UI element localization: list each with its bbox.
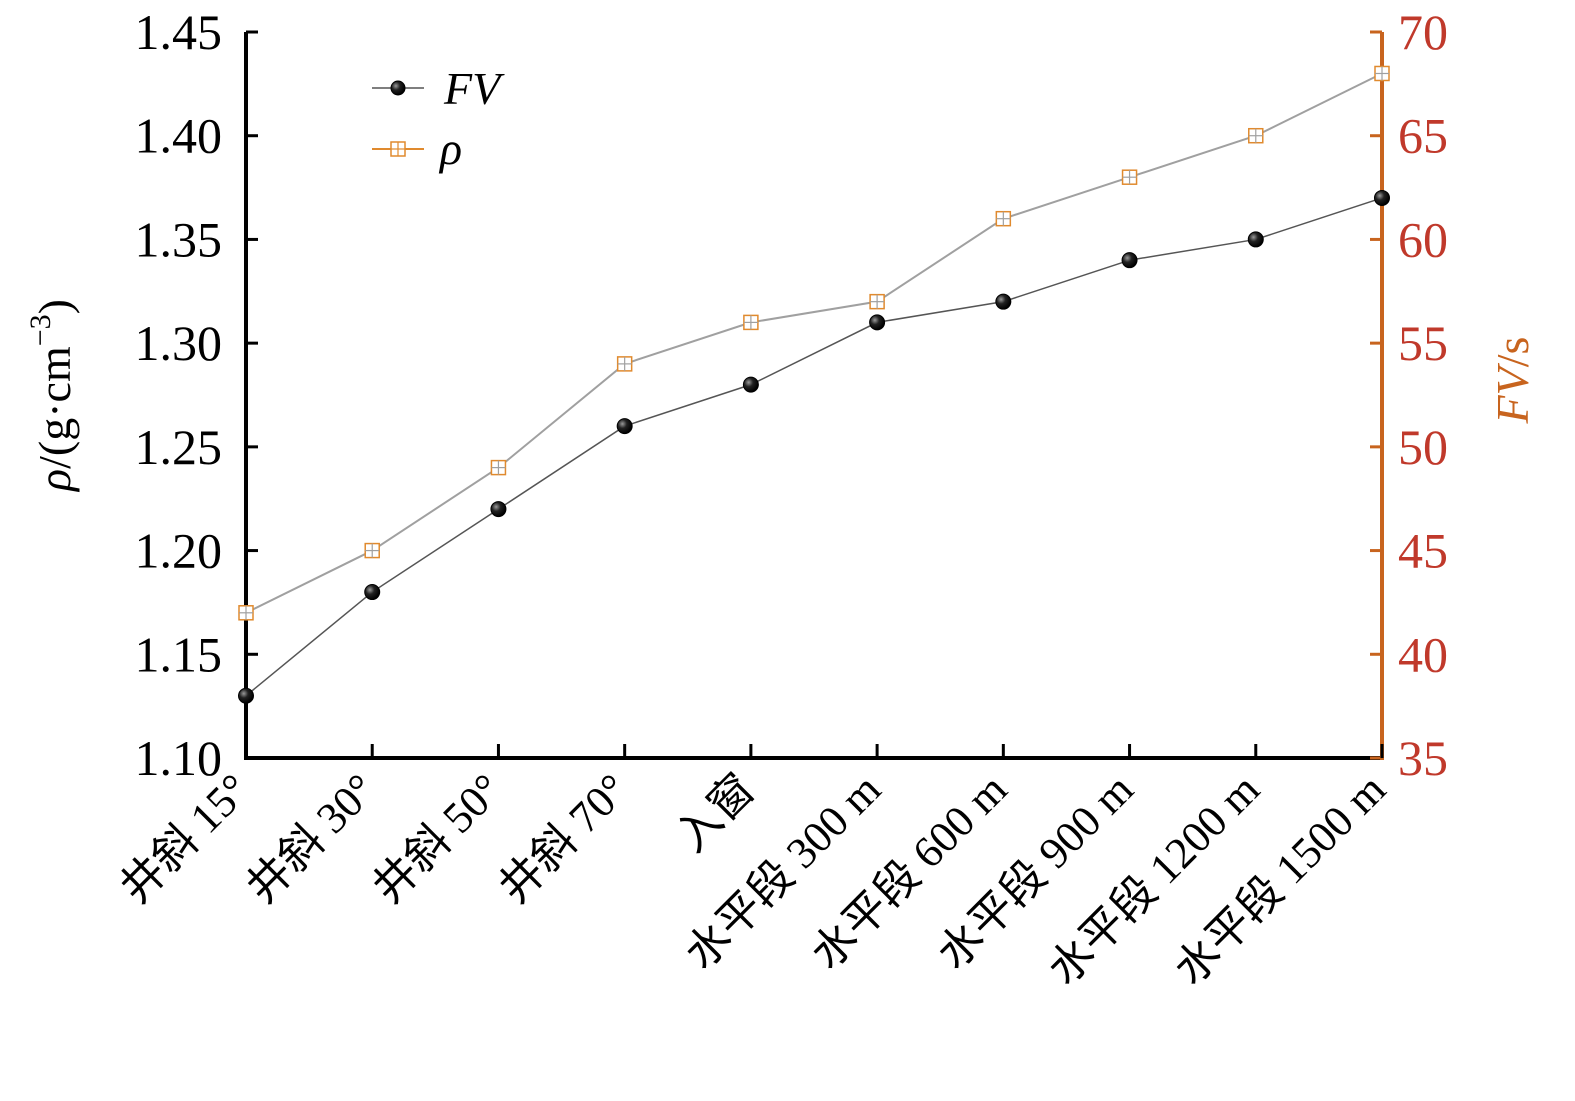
fv-data-point (238, 687, 254, 704)
legend-fv-marker (390, 80, 406, 96)
left-axis-ticks: 1.10 1.15 1.20 1.25 1.30 1.35 1.40 1.45 (135, 4, 258, 786)
fv-data-point (616, 418, 633, 435)
rho-data-point (1248, 127, 1264, 144)
left-tick-label: 1.10 (135, 730, 223, 786)
right-tick-label: 40 (1398, 626, 1448, 682)
fv-data-point (364, 584, 381, 601)
left-tick-label: 1.20 (135, 523, 223, 579)
category-label: 井斜 70° (490, 764, 638, 912)
series-layer (238, 65, 1390, 704)
rho-data-point (490, 459, 507, 476)
right-tick-label: 55 (1398, 315, 1448, 371)
right-tick-label: 70 (1398, 4, 1448, 60)
left-tick-label: 1.45 (135, 4, 223, 60)
left-tick-label: 1.15 (135, 626, 223, 682)
rho-data-point (1121, 169, 1138, 185)
rho-data-point (1374, 65, 1390, 82)
fv-data-point (1121, 252, 1138, 269)
right-axis-ticks: 35 40 45 50 55 60 65 70 (1370, 4, 1448, 786)
right-tick-label: 50 (1398, 419, 1448, 475)
left-tick-label: 1.25 (135, 419, 223, 475)
fv-series-line (245, 197, 1383, 697)
category-label: 井斜 30° (237, 764, 385, 912)
category-label: 入窗 (667, 764, 764, 861)
right-tick-label: 45 (1398, 523, 1448, 579)
left-tick-label: 1.30 (135, 315, 223, 371)
rho-data-point (743, 314, 759, 331)
rho-data-point (616, 356, 633, 372)
category-label: 井斜 50° (363, 764, 511, 912)
axes (244, 32, 1384, 760)
legend: FV ρ (372, 63, 505, 174)
rho-data-point (364, 542, 380, 559)
right-tick-label: 65 (1398, 108, 1448, 164)
fv-data-point (869, 314, 886, 331)
fv-data-point (742, 376, 759, 393)
legend-rho-label: ρ (438, 123, 462, 174)
fv-data-point (995, 293, 1012, 310)
legend-fv-label: FV (443, 63, 505, 114)
left-axis-title: ρ/(g·cm−3) (24, 299, 80, 493)
category-label: 井斜 15° (111, 764, 259, 912)
right-tick-label: 35 (1398, 730, 1448, 786)
left-tick-label: 1.35 (135, 211, 223, 267)
right-axis-title: FV/s (1487, 337, 1538, 425)
fv-data-point (490, 501, 507, 518)
right-tick-label: 60 (1398, 211, 1448, 267)
fv-data-point (1374, 189, 1390, 206)
rho-data-point (995, 210, 1012, 227)
rho-series-line (245, 72, 1383, 614)
fv-data-point (1247, 231, 1264, 248)
rho-data-point (238, 605, 254, 621)
left-tick-label: 1.40 (135, 108, 223, 164)
rho-data-point (869, 293, 885, 310)
